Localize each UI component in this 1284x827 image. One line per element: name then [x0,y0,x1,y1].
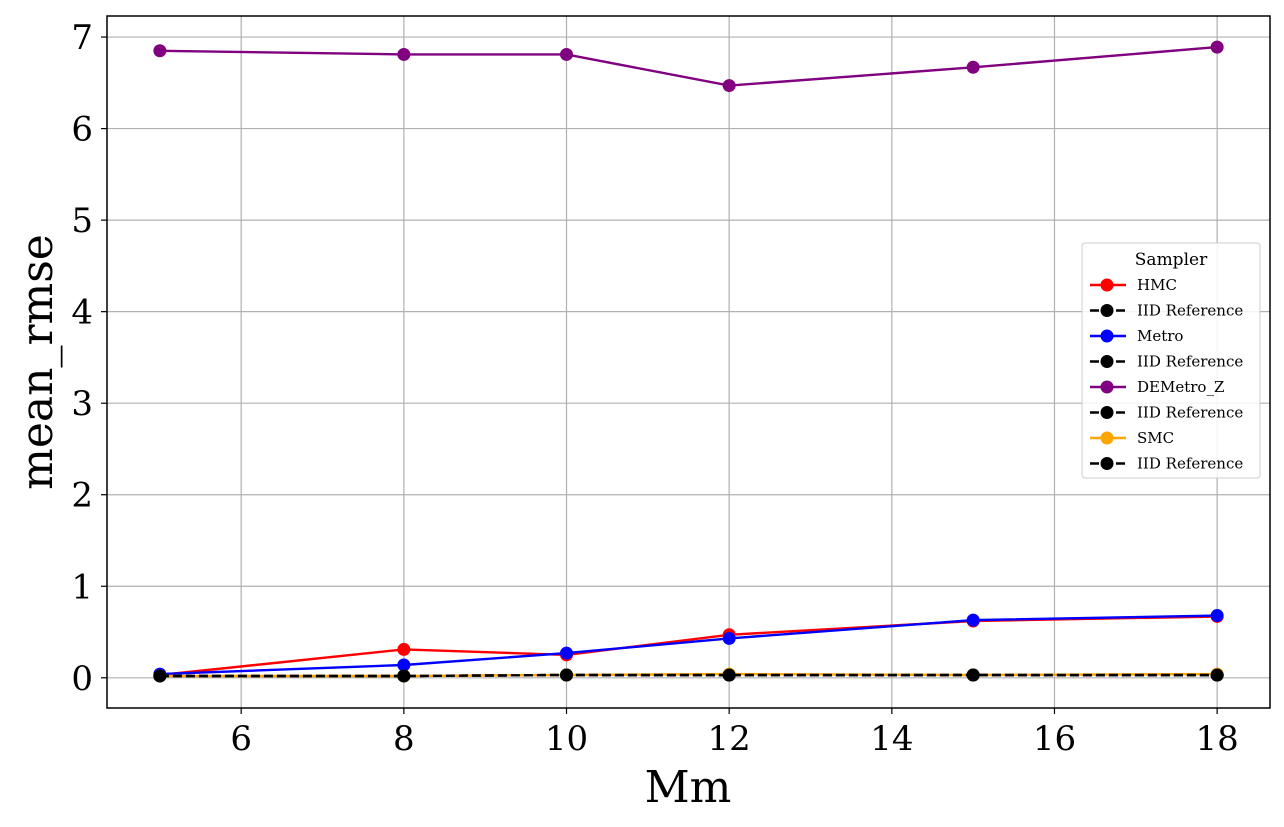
legend-label: IID Reference [1137,455,1243,473]
data-point [966,668,980,682]
series-line [159,615,1218,677]
data-point [397,658,411,672]
data-point [966,60,980,74]
legend-entry: HMC [1090,276,1177,294]
data-point [153,44,167,58]
legend-entry: DEMetro_Z [1090,378,1224,396]
data-point [397,669,411,683]
x-tick-label: 8 [393,719,415,759]
y-tick-label: 2 [71,476,93,516]
data-point [1210,609,1224,623]
x-axis-label: Mm [645,762,732,813]
legend-label: DEMetro_Z [1137,378,1224,396]
legend-entry: Metro [1090,327,1183,345]
legend-entry: IID Reference [1090,353,1243,371]
legend-marker [1100,406,1114,419]
data-point [722,79,736,93]
y-tick-label: 7 [71,18,93,58]
legend-entry: IID Reference [1090,404,1243,422]
series-demetro-z [153,40,1224,93]
y-axis-ticks: 0 1 2 3 4 5 6 7 [71,18,107,699]
legend-entry: IID Reference [1090,302,1243,320]
data-point [722,631,736,645]
x-tick-label: 10 [545,719,588,759]
y-tick-label: 6 [71,110,93,150]
data-point [1210,668,1224,682]
data-point [397,642,411,656]
series-iid-reference [153,668,1224,683]
legend-label: IID Reference [1137,404,1243,422]
data-point [153,669,167,683]
legend-label: IID Reference [1137,302,1243,320]
x-axis-ticks: 6 8 10 12 14 16 18 [230,708,1239,759]
series-hmc [153,609,1224,682]
legend-marker [1100,457,1114,470]
legend: Sampler HMC IID Reference Metro IID Referen… [1081,242,1261,479]
y-axis-label: mean_rmse [12,234,63,490]
legend-marker [1100,304,1114,317]
legend-title: Sampler [1135,250,1208,270]
y-tick-label: 5 [71,201,93,241]
y-tick-label: 3 [71,384,93,424]
legend-marker [1100,380,1114,394]
x-tick-label: 16 [1033,719,1076,759]
legend-marker [1100,355,1114,368]
legend-label: HMC [1137,276,1177,294]
legend-entry: SMC [1090,429,1174,447]
y-tick-label: 0 [71,659,93,699]
series-line [159,673,1218,678]
series-line [159,45,1218,87]
data-point [560,47,574,61]
data-point [560,668,574,682]
y-tick-label: 4 [71,293,93,333]
plot-frame [106,15,1271,709]
data-series [153,40,1224,683]
x-tick-label: 6 [230,719,252,759]
data-point [966,613,980,627]
grid-lines [107,16,1270,708]
data-point [397,47,411,61]
x-tick-label: 18 [1196,719,1239,759]
legend-entries: HMC IID Reference Metro IID Reference DEMetr… [1090,276,1243,473]
data-point [722,668,736,682]
data-point [560,646,574,660]
legend-marker [1100,431,1114,445]
y-tick-label: 1 [71,567,93,607]
legend-box [1081,242,1261,479]
series-line [159,614,1218,676]
legend-label: SMC [1137,429,1174,447]
x-tick-label: 12 [708,719,751,759]
legend-marker [1100,278,1114,292]
legend-label: IID Reference [1137,353,1243,371]
legend-marker [1100,329,1114,343]
legend-entry: IID Reference [1090,455,1243,473]
legend-label: Metro [1137,327,1183,345]
data-point [1210,40,1224,54]
x-tick-label: 14 [870,719,913,759]
